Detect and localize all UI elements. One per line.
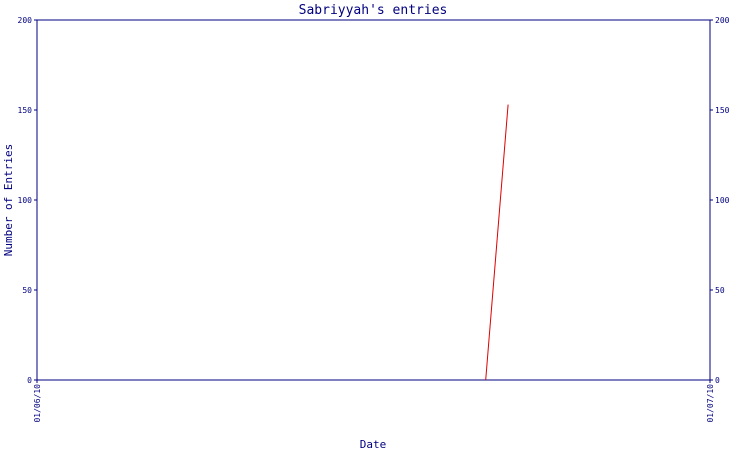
series-line [485,104,509,381]
x-tick-label: 01/06/10 [33,384,42,423]
y-tick-label-left: 150 [18,106,33,115]
x-axis-label: Date [360,438,387,450]
y-tick-label-right: 0 [715,376,720,385]
x-ticks: 01/06/10 01/07/10 [33,380,715,423]
plot-area [36,19,711,381]
y-ticks-right: 0 50 100 150 200 [710,16,730,385]
y-tick-label-right: 150 [715,106,730,115]
y-axis-label: Number of Entries [2,144,15,257]
y-ticks-left: 0 50 100 150 200 [18,16,37,385]
y-tick-label-left: 200 [18,16,33,25]
y-tick-label-right: 200 [715,16,730,25]
chart-title: Sabriyyah's entries [299,3,448,18]
y-tick-label-right: 100 [715,196,730,205]
x-tick-label: 01/07/10 [706,384,715,423]
y-tick-label-right: 50 [715,286,725,295]
series-layer [485,104,509,381]
y-tick-label-left: 0 [27,376,32,385]
y-tick-label-left: 100 [18,196,33,205]
y-tick-label-left: 50 [22,286,32,295]
